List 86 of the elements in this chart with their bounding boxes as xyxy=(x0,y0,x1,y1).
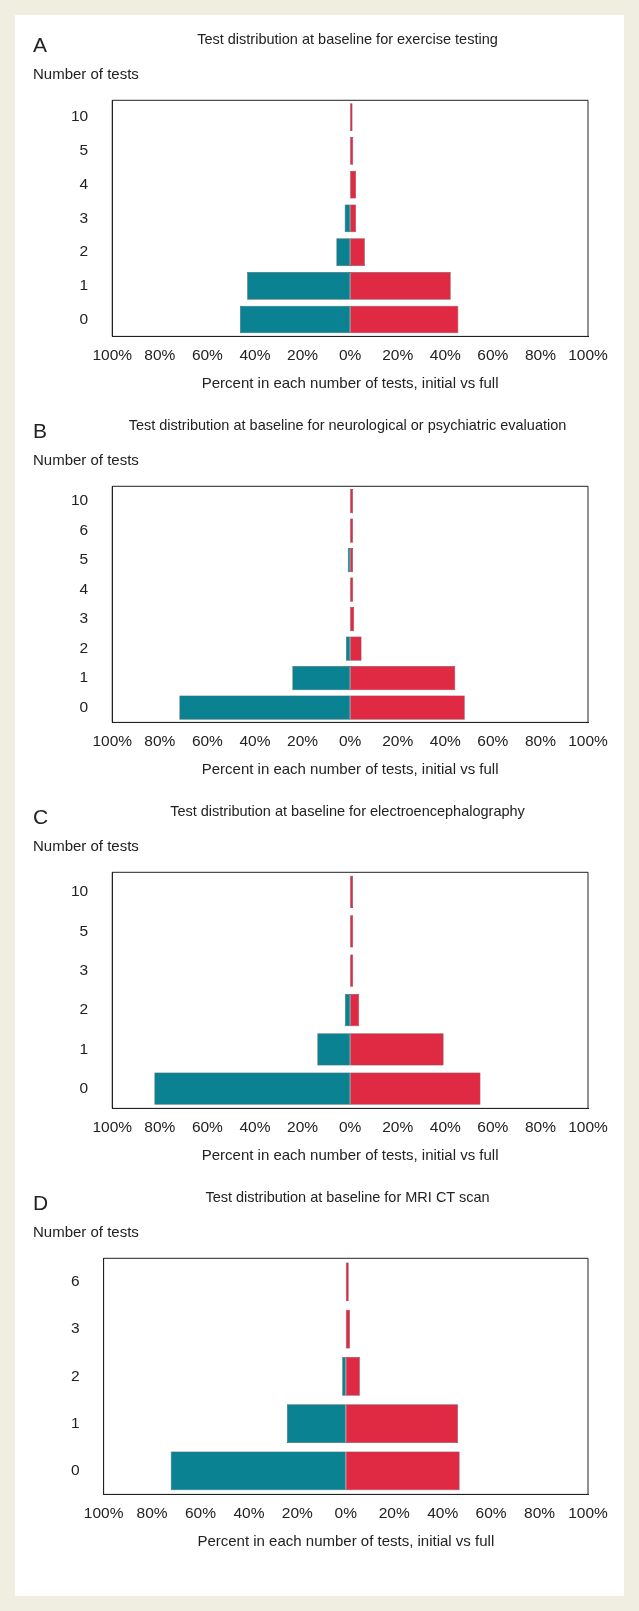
x-tick-label: 60% xyxy=(477,731,509,749)
x-tick-label: 60% xyxy=(191,731,224,749)
text: A xyxy=(33,33,48,57)
x-tick-label: 20% xyxy=(382,345,414,363)
y-axis-title: Number of tests xyxy=(33,65,139,82)
x-tick-label: 40% xyxy=(429,345,461,363)
y-tick-label: 1 xyxy=(79,1039,89,1057)
y-tick-label: 1 xyxy=(71,1413,80,1431)
x-tick-label: 20% xyxy=(382,731,414,749)
y-tick-label: 0 xyxy=(79,697,89,715)
y-tick-label: 0 xyxy=(71,1461,80,1479)
x-tick-label: 40% xyxy=(239,345,271,363)
y-tick-label: 10 xyxy=(70,491,89,509)
x-tick-label: 80% xyxy=(144,345,176,363)
x-tick-label: 60% xyxy=(475,1503,507,1521)
x-tick-label: 60% xyxy=(191,345,224,363)
x-tick-label: 60% xyxy=(477,1117,509,1135)
y-tick-label: 5 xyxy=(79,550,89,568)
x-tick-label: 100% xyxy=(92,731,133,749)
x-tick-label: 80% xyxy=(524,731,557,749)
x-tick-label: 100% xyxy=(83,1503,124,1521)
y-tick-label: 1 xyxy=(79,276,89,294)
x-tick-label: 40% xyxy=(233,1503,265,1521)
x-tick-label: 100% xyxy=(568,731,609,749)
x-tick-label: 80% xyxy=(524,345,557,363)
x-tick-label: 0% xyxy=(334,1503,358,1521)
y-tick-label: 4 xyxy=(79,579,89,597)
chart-title: Test distribution at baseline for neurological or psychiatric evaluation xyxy=(127,417,568,433)
y-tick-label: 0 xyxy=(79,1079,89,1097)
x-axis-title: Percent in each number of tests, initial vs full xyxy=(201,760,499,778)
y-tick-label: 3 xyxy=(79,609,89,627)
y-tick-label: 1 xyxy=(79,668,89,686)
y-tick-label: 10 xyxy=(70,107,89,125)
y-tick-label: 2 xyxy=(71,1366,80,1384)
x-tick-label: 20% xyxy=(287,1117,319,1135)
x-tick-label: 60% xyxy=(191,1117,224,1135)
y-tick-label: 5 xyxy=(79,141,89,159)
x-axis-title: Percent in each number of tests, initial vs full xyxy=(201,1146,499,1164)
x-tick-label: 80% xyxy=(144,731,176,749)
x-tick-label: 80% xyxy=(524,1503,556,1521)
chart-title: Test distribution at baseline for MRI CT scan xyxy=(204,1189,491,1205)
y-tick-label: 6 xyxy=(71,1272,80,1290)
y-tick-label: 2 xyxy=(79,242,89,260)
y-tick-label: 6 xyxy=(79,520,89,538)
y-tick-label: 0 xyxy=(79,309,89,327)
x-tick-label: 0% xyxy=(338,731,362,749)
x-tick-label: 20% xyxy=(281,1503,314,1521)
y-tick-label: 3 xyxy=(79,208,89,226)
x-tick-label: 60% xyxy=(184,1503,217,1521)
text: D xyxy=(33,1191,49,1215)
text: C xyxy=(33,805,49,829)
x-tick-label: 100% xyxy=(92,1117,133,1135)
x-tick-label: 40% xyxy=(239,1117,271,1135)
y-tick-label: 10 xyxy=(70,882,89,900)
x-tick-label: 80% xyxy=(524,1117,557,1135)
x-tick-label: 100% xyxy=(92,345,133,363)
y-tick-label: 3 xyxy=(71,1319,80,1337)
x-tick-label: 20% xyxy=(382,1117,414,1135)
text: B xyxy=(33,419,48,443)
x-tick-label: 100% xyxy=(568,1503,609,1521)
x-tick-label: 80% xyxy=(136,1503,168,1521)
x-tick-label: 40% xyxy=(429,1117,461,1135)
y-axis-title: Number of tests xyxy=(33,837,139,854)
x-tick-label: 0% xyxy=(338,1117,362,1135)
x-tick-label: 60% xyxy=(477,345,509,363)
x-tick-label: 20% xyxy=(378,1503,410,1521)
x-tick-label: 100% xyxy=(568,1117,609,1135)
y-tick-label: 5 xyxy=(79,921,89,939)
chart-title: Test distribution at baseline for electroencephalography xyxy=(169,803,526,819)
y-axis-title: Number of tests xyxy=(33,1223,139,1240)
y-tick-label: 3 xyxy=(79,960,89,978)
x-tick-label: 100% xyxy=(568,345,609,363)
x-tick-label: 40% xyxy=(427,1503,459,1521)
x-axis-title: Percent in each number of tests, initial vs full xyxy=(201,374,499,392)
y-tick-label: 4 xyxy=(79,174,89,192)
chart-title: Test distribution at baseline for exercise testing xyxy=(196,31,499,47)
x-tick-label: 0% xyxy=(338,345,362,363)
y-tick-label: 2 xyxy=(79,638,89,656)
x-axis-title: Percent in each number of tests, initial vs full xyxy=(197,1532,495,1550)
x-tick-label: 40% xyxy=(429,731,461,749)
x-tick-label: 20% xyxy=(287,731,319,749)
y-axis-title: Number of tests xyxy=(33,451,139,468)
x-tick-label: 20% xyxy=(287,345,319,363)
x-tick-label: 80% xyxy=(144,1117,176,1135)
y-tick-label: 2 xyxy=(79,1000,89,1018)
x-tick-label: 40% xyxy=(239,731,271,749)
